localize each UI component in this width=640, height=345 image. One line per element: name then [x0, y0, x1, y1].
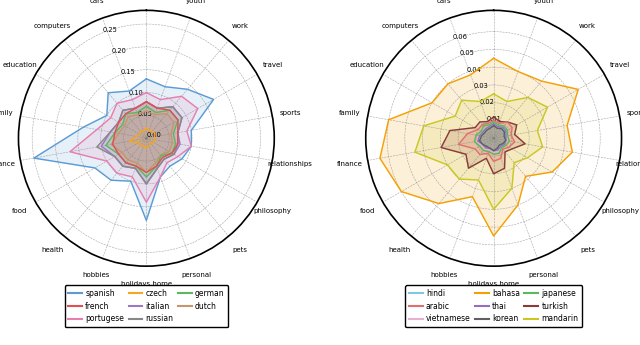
- Polygon shape: [97, 102, 182, 184]
- Legend: spanish, french, portugese, czech, italian, russian, german, dutch: spanish, french, portugese, czech, itali…: [65, 285, 228, 327]
- Polygon shape: [441, 117, 525, 174]
- Polygon shape: [111, 111, 174, 172]
- Polygon shape: [106, 106, 178, 177]
- Polygon shape: [113, 102, 178, 172]
- Polygon shape: [479, 126, 506, 151]
- Polygon shape: [474, 122, 509, 154]
- Legend: hindi, arabic, vietnamese, bahasa, thai, korean, japanese, turkish, mandarin: hindi, arabic, vietnamese, bahasa, thai,…: [405, 285, 582, 327]
- Polygon shape: [380, 58, 579, 236]
- Polygon shape: [459, 120, 515, 161]
- Polygon shape: [415, 94, 547, 209]
- Polygon shape: [70, 92, 198, 202]
- Polygon shape: [478, 124, 506, 151]
- Polygon shape: [476, 124, 508, 152]
- Polygon shape: [129, 128, 156, 148]
- Polygon shape: [479, 124, 506, 151]
- Polygon shape: [34, 79, 214, 220]
- Polygon shape: [101, 102, 182, 184]
